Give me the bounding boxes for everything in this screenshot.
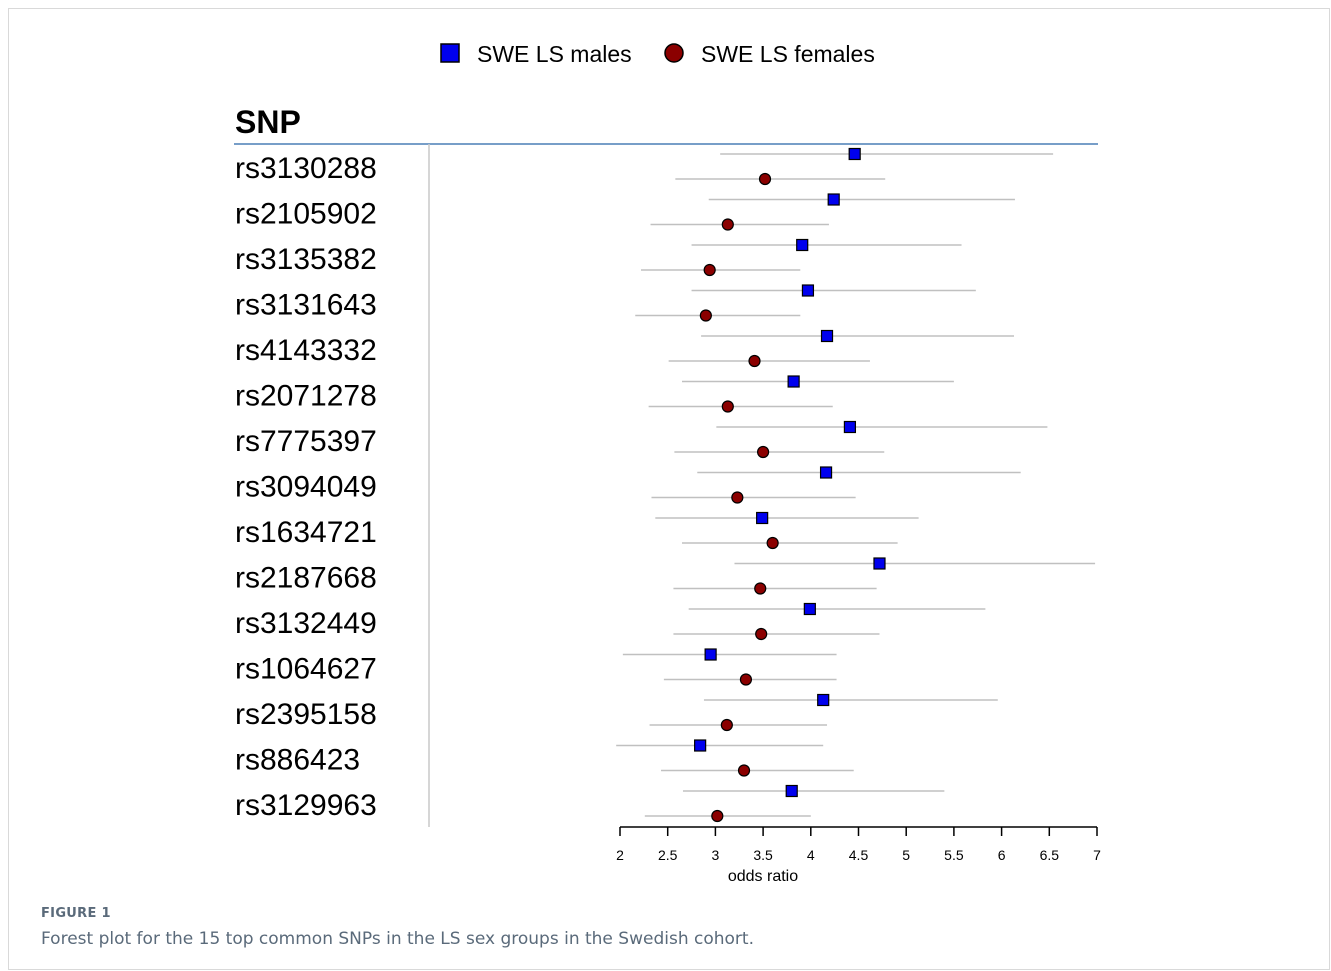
snp-label: rs3094049 [235,471,377,504]
point-male [848,147,861,161]
point-male [796,238,809,252]
snp-label: rs2187668 [235,562,377,595]
point-male [785,784,798,798]
x-tick-label: 4.5 [849,847,869,863]
snp-label: rs3131643 [235,289,377,322]
forest-plot: SWE LS males SWE LS females SNP rs313028… [234,41,1101,885]
snp-label: rs2071278 [235,380,377,413]
snp-label: rs4143332 [235,334,377,367]
point-male [820,329,834,343]
point-male [787,375,800,388]
point-female [699,309,712,322]
point-female [721,218,734,231]
point-male [694,739,707,752]
snp-label: rs7775397 [235,425,377,458]
x-tick-label: 2.5 [658,847,678,863]
snp-label: rs3129963 [235,789,377,822]
x-axis-label: odds ratio [728,868,798,885]
legend-swatch-males [440,43,460,63]
point-male [803,602,816,616]
point-female [711,809,724,823]
x-tick-label: 2 [616,847,624,863]
x-tick-label: 7 [1093,847,1101,863]
point-male [827,193,840,206]
point-female [754,582,767,595]
point-female [756,445,770,459]
point-female [720,718,733,732]
snp-label: rs1634721 [235,516,377,549]
x-tick-label: 5 [902,847,910,863]
point-female [721,400,734,413]
point-male [873,557,886,570]
plot-marks [616,147,1096,823]
snp-label: rs2105902 [235,198,377,231]
legend-label-females: SWE LS females [701,41,875,67]
figure-label: FIGURE 1 [41,906,111,921]
snp-label: rs3130288 [235,152,377,185]
x-tick-label: 6 [998,847,1006,863]
point-male [817,693,830,707]
x-tick-label: 5.5 [944,847,964,863]
figure-caption: Forest plot for the 15 top common SNPs i… [41,929,754,949]
snp-label: rs3135382 [235,243,377,276]
point-male [756,511,769,525]
x-tick-label: 4 [807,847,815,863]
figure-frame [8,8,1330,970]
point-female [739,673,753,686]
legend-swatch-females [664,43,684,63]
point-female [755,627,768,641]
point-female [758,172,772,186]
column-header: SNP [235,104,301,140]
snp-label: rs3132449 [235,607,377,640]
point-female [748,354,761,368]
snp-label: rs2395158 [235,698,377,731]
point-male [704,648,717,661]
point-female [737,764,751,777]
point-male [819,466,833,479]
point-female [703,263,716,277]
x-axis-ticks: 2 2.5 3 3.5 4 4.5 5 5.5 6 6.5 7 [616,827,1101,863]
snp-label: rs886423 [235,744,360,777]
snp-rows: rs3130288 rs2105902 rs3135382 rs3131643 rs41… [235,152,377,822]
x-axis: 2 2.5 3 3.5 4 4.5 5 5.5 6 6.5 7 odds ratio [616,826,1101,885]
snp-label: rs1064627 [235,653,377,686]
point-female [766,536,779,550]
point-male [843,420,857,434]
legend: SWE LS males SWE LS females [440,41,875,67]
x-tick-label: 3.5 [753,847,773,863]
point-female [731,491,744,504]
x-tick-label: 3 [712,847,720,863]
x-tick-label: 6.5 [1040,847,1060,863]
point-male [801,284,815,297]
legend-label-males: SWE LS males [477,41,632,67]
